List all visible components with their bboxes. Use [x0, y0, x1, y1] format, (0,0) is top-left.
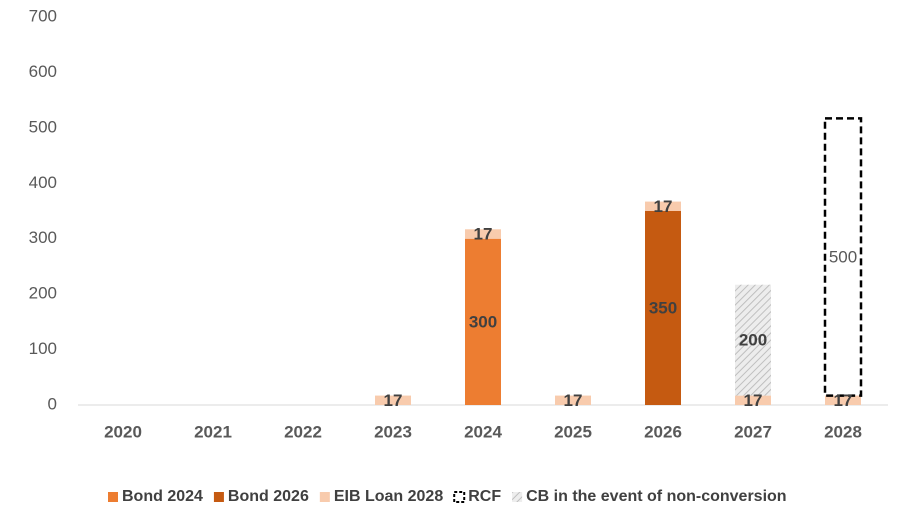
y-tick-label: 700: [29, 6, 57, 25]
y-tick-label: 100: [29, 339, 57, 358]
y-tick-label: 500: [29, 117, 57, 136]
bar-segment: [645, 211, 681, 405]
y-tick-label: 600: [29, 62, 57, 81]
value-label: 200: [739, 331, 767, 350]
legend-marker: [319, 492, 330, 502]
x-tick-label: 2021: [194, 422, 232, 441]
x-tick-label: 2022: [284, 422, 322, 441]
value-label: 17: [654, 197, 673, 216]
y-tick-label: 0: [48, 394, 57, 413]
bar-segment: [825, 395, 861, 405]
legend-marker: [512, 492, 523, 502]
value-label: 300: [469, 312, 497, 331]
x-tick-label: 2020: [104, 422, 142, 441]
x-tick-label: 2028: [824, 422, 862, 441]
y-tick-label: 300: [29, 228, 57, 247]
value-label: 17: [474, 224, 493, 243]
x-tick-label: 2025: [554, 422, 592, 441]
value-label: 17: [834, 391, 853, 410]
legend-label: EIB Loan 2028: [334, 488, 443, 505]
value-label: 17: [744, 391, 763, 410]
x-tick-label: 2024: [464, 422, 502, 441]
legend-label: CB in the event of non-conversion: [526, 488, 786, 505]
legend-marker: [108, 492, 118, 502]
bar-segment: [735, 284, 771, 396]
legend-label: Bond 2026: [228, 488, 309, 505]
x-tick-label: 2027: [734, 422, 772, 441]
y-tick-label: 200: [29, 284, 57, 303]
bar-segment: [823, 117, 863, 397]
bar-segment: [465, 238, 501, 405]
value-label: 350: [649, 298, 677, 317]
legend-marker: [213, 492, 224, 502]
bar-segment: [735, 395, 771, 405]
value-label: 17: [564, 391, 583, 410]
legend-label: RCF: [468, 488, 501, 505]
x-tick-label: 2026: [644, 422, 682, 441]
value-label: 500: [829, 247, 857, 266]
bar-segment: [645, 201, 681, 211]
bar-segment: [555, 395, 591, 405]
y-tick-label: 400: [29, 173, 57, 192]
value-label: 17: [384, 391, 403, 410]
legend-marker: [453, 491, 466, 503]
bar-segment: [375, 395, 411, 405]
legend-label: Bond 2024: [122, 488, 203, 505]
x-tick-label: 2023: [374, 422, 412, 441]
bar-segment: [465, 229, 501, 239]
